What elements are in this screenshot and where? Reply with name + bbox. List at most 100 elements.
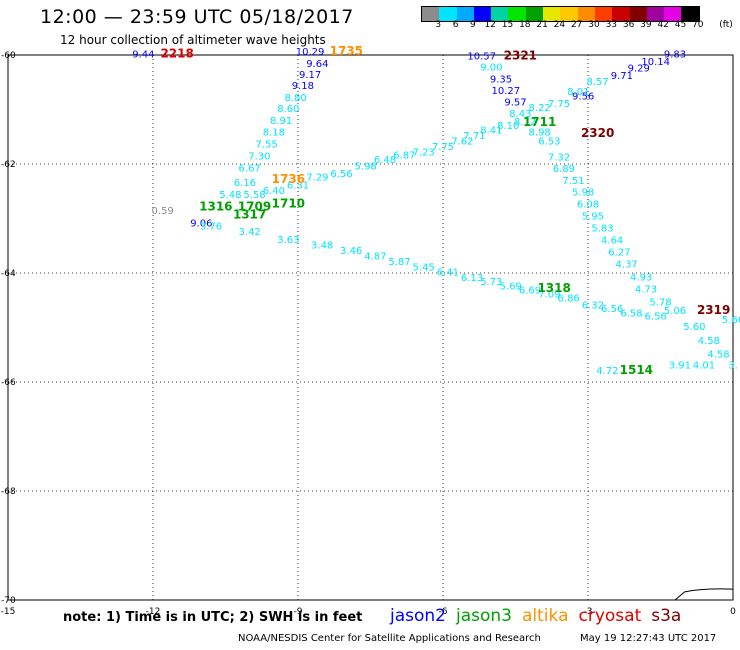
wave-height-label: 6.69 <box>519 286 541 297</box>
pass-time-label: 1710 <box>272 197 305 211</box>
wave-height-label: 5.78 <box>649 298 671 309</box>
wave-height-label: 5.60 <box>683 322 705 333</box>
wave-height-label: 6.48 <box>374 155 396 166</box>
colorbar <box>421 6 700 22</box>
wave-height-label: 9.44 <box>132 50 154 61</box>
wave-height-label: 6.56 <box>645 311 667 322</box>
pass-time-label: 1317 <box>233 208 266 222</box>
wave-height-label: 8.22 <box>529 103 551 114</box>
satellite-legend: jason2 jason3 altika cryosat s3a <box>390 606 691 626</box>
colorbar-swatch <box>681 7 699 21</box>
wave-height-label: 5.69 <box>500 281 522 292</box>
wave-height-label: 3.63 <box>277 235 299 246</box>
pass-time-label: 2319 <box>697 303 730 317</box>
legend-s3a: s3a <box>651 606 682 626</box>
latitude-tick-label: -62 <box>1 160 16 170</box>
wave-height-label: 5.45 <box>413 262 435 273</box>
wave-height-label: 6.31 <box>287 181 309 192</box>
wave-height-label: 8.60 <box>277 104 299 115</box>
longitude-tick-label: -3 <box>584 607 593 617</box>
wave-height-label: 6.08 <box>577 200 599 211</box>
wave-height-label: 3.46 <box>340 246 362 257</box>
colorbar-tick-label: 39 <box>640 20 652 30</box>
wave-height-label: 4.58 <box>698 336 720 347</box>
latitude-tick-label: -60 <box>1 51 16 61</box>
colorbar-swatch <box>439 7 457 21</box>
longitude-tick-label: -12 <box>146 607 161 617</box>
wave-height-label: 10.14 <box>641 57 670 68</box>
wave-height-label: 7.75 <box>432 142 454 153</box>
wave-height-label: 9.00 <box>480 62 502 73</box>
wave-height-label: 5.58 <box>243 190 265 201</box>
wave-height-label: 4.93 <box>630 273 652 284</box>
pass-time-label: 2321 <box>504 48 537 62</box>
colorbar-swatch <box>508 7 526 21</box>
wave-height-label: 4.73 <box>635 285 657 296</box>
wave-height-label: 8.12 <box>514 117 536 128</box>
wave-height-label: 8.10 <box>497 121 519 132</box>
colorbar-swatch <box>664 7 682 21</box>
wave-height-label: 8.43 <box>509 109 531 120</box>
pass-time-label: 1709 <box>238 199 271 213</box>
wave-height-label: 6.86 <box>558 293 580 304</box>
wave-height-label: 6.16 <box>234 178 256 189</box>
footer-note: note: 1) Time is in UTC; 2) SWH is in fe… <box>63 610 363 625</box>
wave-height-label: 9.71 <box>611 71 633 82</box>
colorbar-swatch <box>525 7 544 21</box>
wave-height-label: 5.48 <box>219 190 241 201</box>
wave-height-label: 5.66 <box>722 315 740 326</box>
wave-height-label: 6.41 <box>437 268 459 279</box>
wave-height-label: 6.13 <box>461 273 483 284</box>
wave-height-label: 9.83 <box>664 50 686 61</box>
wave-height-label: 9.06 <box>190 219 212 230</box>
latitude-tick-label: -70 <box>1 596 16 606</box>
wave-height-label: 8.80 <box>284 93 306 104</box>
pass-time-label: 1735 <box>330 44 363 58</box>
wave-height-label: 7.29 <box>306 172 328 183</box>
wave-height-label: 7.30 <box>248 152 270 163</box>
generated-timestamp: May 19 12:27:43 UTC 2017 <box>580 633 717 644</box>
legend-jason3: jason3 <box>456 606 512 626</box>
wave-height-label: 8.41 <box>480 125 502 136</box>
colorbar-unit: (ft) <box>719 20 733 30</box>
longitude-tick-label: 0 <box>730 607 736 617</box>
colorbar-tick-label: 27 <box>570 20 583 30</box>
wave-height-label: 9.64 <box>306 59 328 70</box>
pass-time-label: 1514 <box>620 363 653 377</box>
colorbar-swatch <box>629 7 647 21</box>
colorbar-swatch <box>491 7 509 21</box>
wave-height-label: 6.56 <box>601 304 623 315</box>
wave-height-label: 7.32 <box>548 153 570 164</box>
wave-height-label: 7.55 <box>255 140 277 151</box>
wave-height-label: 4.72 <box>596 366 618 377</box>
wave-height-label: 9.35 <box>490 74 512 85</box>
map-frame <box>7 54 734 601</box>
wave-height-label: 3.48 <box>311 240 333 251</box>
wave-height-label: 8.01 <box>567 87 589 98</box>
wave-height-label: 3.76 <box>200 221 222 232</box>
wave-height-label: 8.18 <box>263 128 285 139</box>
wave-height-label: 7.75 <box>548 99 570 110</box>
wave-height-label: 3.42 <box>239 227 261 238</box>
longitude-tick-label: -6 <box>439 607 448 617</box>
colorbar-swatch <box>594 7 613 21</box>
wave-height-label: 6.27 <box>608 248 630 259</box>
pass-time-label: 1316 <box>199 199 232 213</box>
wave-height-label: 8.57 <box>587 77 609 88</box>
wave-height-label: 10.27 <box>492 86 521 97</box>
colorbar-tick-label: 9 <box>470 20 476 30</box>
colorbar-tick-label: 30 <box>588 20 600 30</box>
wave-height-label: 6.56 <box>330 169 352 180</box>
page-subtitle: 12 hour collection of altimeter wave hei… <box>60 33 326 47</box>
credit-text: NOAA/NESDIS Center for Satellite Applica… <box>238 633 541 644</box>
wave-height-label: 5.06 <box>664 306 686 317</box>
colorbar-labels: 3 6 9 12 15 18 21 24 27 30 33 36 39 42 45 70 (ft) <box>421 20 740 32</box>
wave-height-label: 4.37 <box>616 260 638 271</box>
wave-height-label: 9.17 <box>299 70 321 81</box>
longitude-tick-label: -15 <box>1 607 16 617</box>
colorbar-swatch <box>560 7 578 21</box>
wave-height-label: 6.32 <box>582 300 604 311</box>
colorbar-tick-label: 12 <box>484 20 496 30</box>
wave-height-label: 6.58 <box>620 309 642 320</box>
colorbar-tick-label: 45 <box>674 20 687 30</box>
